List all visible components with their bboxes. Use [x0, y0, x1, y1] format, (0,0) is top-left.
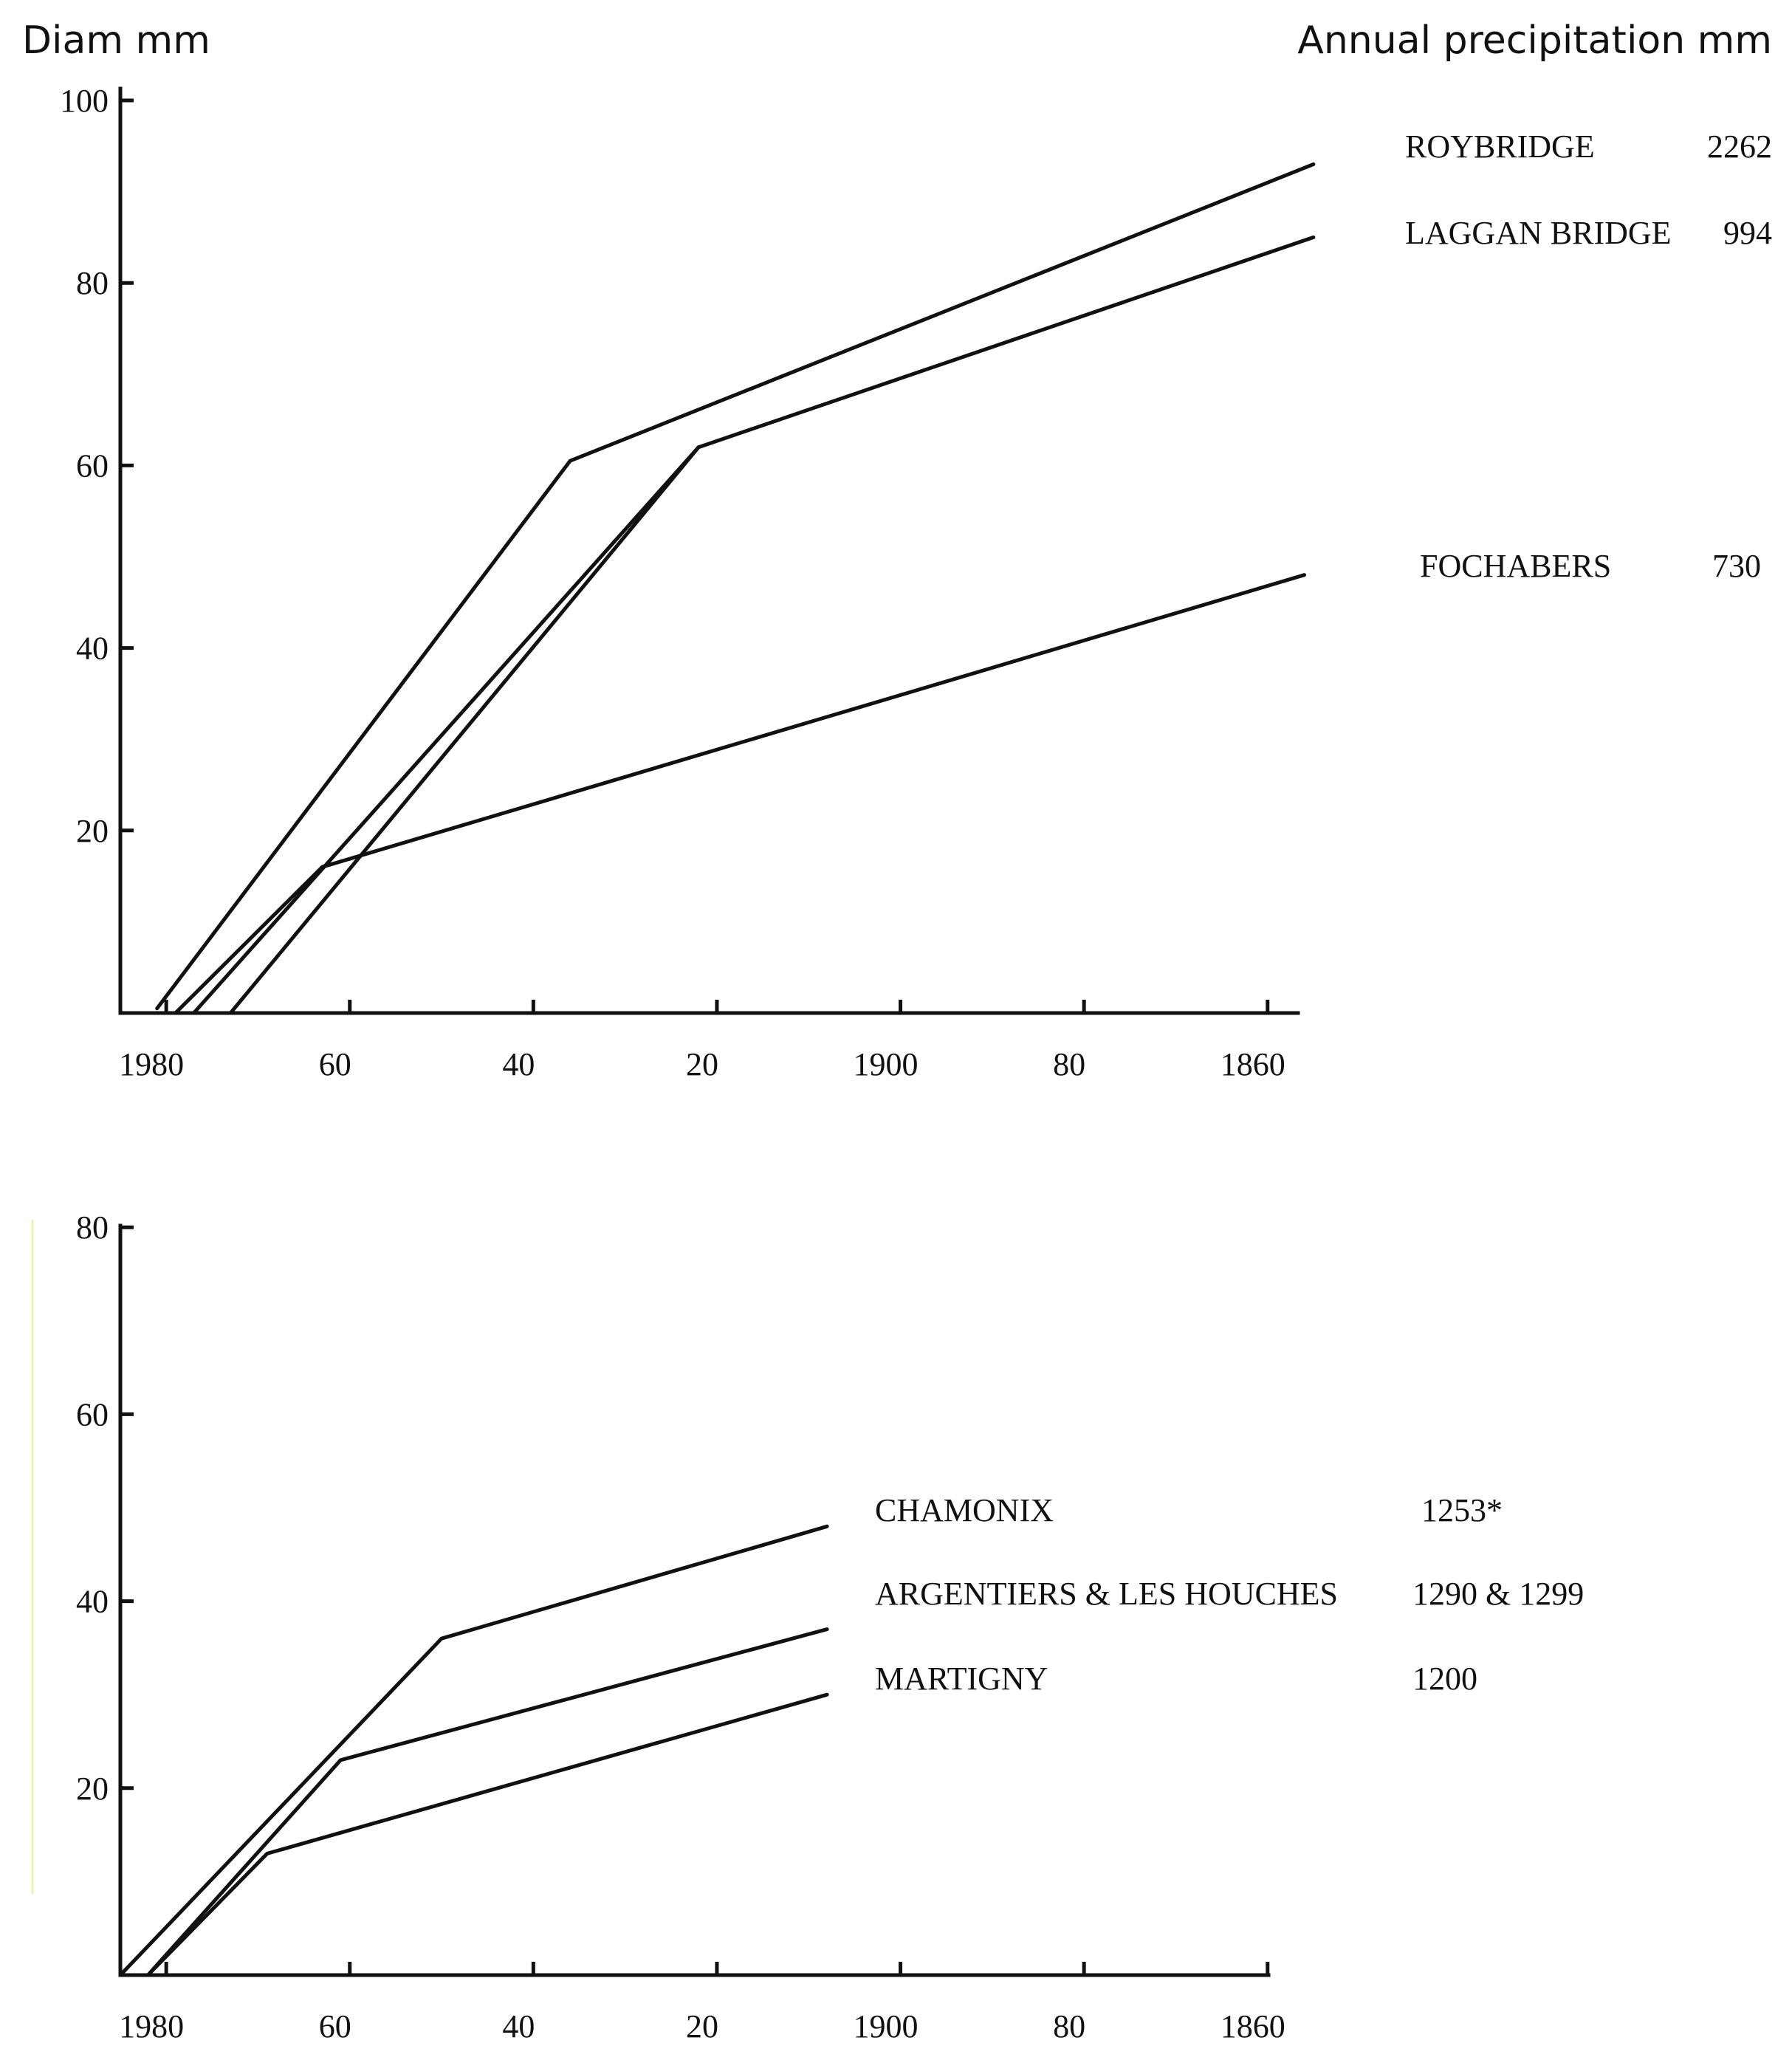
y-ticks: 100 80 60 40 20: [60, 83, 134, 849]
y-tick-label: 40: [76, 1584, 109, 1620]
y-tick-label: 60: [76, 447, 109, 484]
x-tick-label: 1860: [1221, 2008, 1285, 2044]
series-line-martigny: [145, 1692, 829, 1977]
series-line-fochabers: [174, 573, 1306, 1015]
right-header: Annual precipitation mm: [1297, 18, 1772, 63]
label-roybridge: ROYBRIDGE: [1405, 128, 1595, 165]
x-tick-label: 1980: [119, 1046, 184, 1082]
x-tick-label: 1860: [1221, 1046, 1285, 1082]
precip-fochabers: 730: [1712, 548, 1761, 584]
label-fochabers: FOCHABERS: [1420, 548, 1611, 584]
label-chamonix: CHAMONIX: [875, 1492, 1054, 1528]
x-ticks: 1980 60 40 20 1900 80 1860: [119, 1000, 1285, 1082]
x-ticks: 1980 60 40 20 1900 80 1860: [119, 1962, 1285, 2044]
series-line-laggan-bridge: [191, 235, 1316, 1015]
series-group: [155, 162, 1316, 1015]
x-tick-label: 20: [686, 2008, 718, 2044]
x-tick-label: 40: [502, 1046, 535, 1082]
y-tick-label: 40: [76, 631, 109, 667]
y-tick-label: 20: [76, 1771, 109, 1807]
panel-bottom-chart: 80 60 40 20 1980 60 40 20 1900 80 1860 CHAMONIX 1…: [31, 1209, 1584, 2044]
panel-top-chart: Diam mm Annual precipitation mm 100 80 60 4…: [22, 18, 1772, 1082]
series-line-roybridge: [155, 162, 1316, 1011]
y-axis-title: Diam mm: [22, 18, 210, 63]
x-tick-label: 1900: [854, 1046, 919, 1082]
x-tick-label: 80: [1053, 2008, 1085, 2044]
series-line-laggan-bridge-lower-branch: [228, 445, 701, 1015]
y-tick-label: 20: [76, 813, 109, 849]
y-ticks: 80 60 40 20: [76, 1209, 134, 1807]
precip-argentiers-les-houches: 1290 & 1299: [1412, 1576, 1584, 1612]
precip-laggan-bridge: 994: [1723, 215, 1772, 251]
y-tick-label: 80: [76, 265, 109, 301]
precip-martigny: 1200: [1412, 1661, 1477, 1697]
x-tick-label: 60: [319, 1046, 351, 1082]
y-tick-label: 80: [76, 1209, 109, 1246]
label-martigny: MARTIGNY: [875, 1661, 1048, 1697]
precip-roybridge: 2262: [1707, 128, 1772, 165]
x-tick-label: 1900: [854, 2008, 919, 2044]
x-tick-label: 80: [1053, 1046, 1085, 1082]
label-laggan-bridge: LAGGAN BRIDGE: [1405, 215, 1672, 251]
y-tick-label: 60: [76, 1396, 109, 1432]
x-tick-label: 60: [319, 2008, 351, 2044]
series-line-chamonix: [118, 1524, 829, 1977]
x-tick-label: 40: [502, 2008, 535, 2044]
x-tick-label: 20: [686, 1046, 718, 1082]
series-line-argentiers-les-houches: [145, 1627, 829, 1977]
series-group: [118, 1524, 829, 1977]
precip-chamonix: 1253*: [1421, 1492, 1503, 1528]
label-argentiers-les-houches: ARGENTIERS & LES HOUCHES: [875, 1576, 1338, 1612]
x-tick-label: 1980: [119, 2008, 184, 2044]
y-tick-label: 100: [60, 83, 109, 119]
